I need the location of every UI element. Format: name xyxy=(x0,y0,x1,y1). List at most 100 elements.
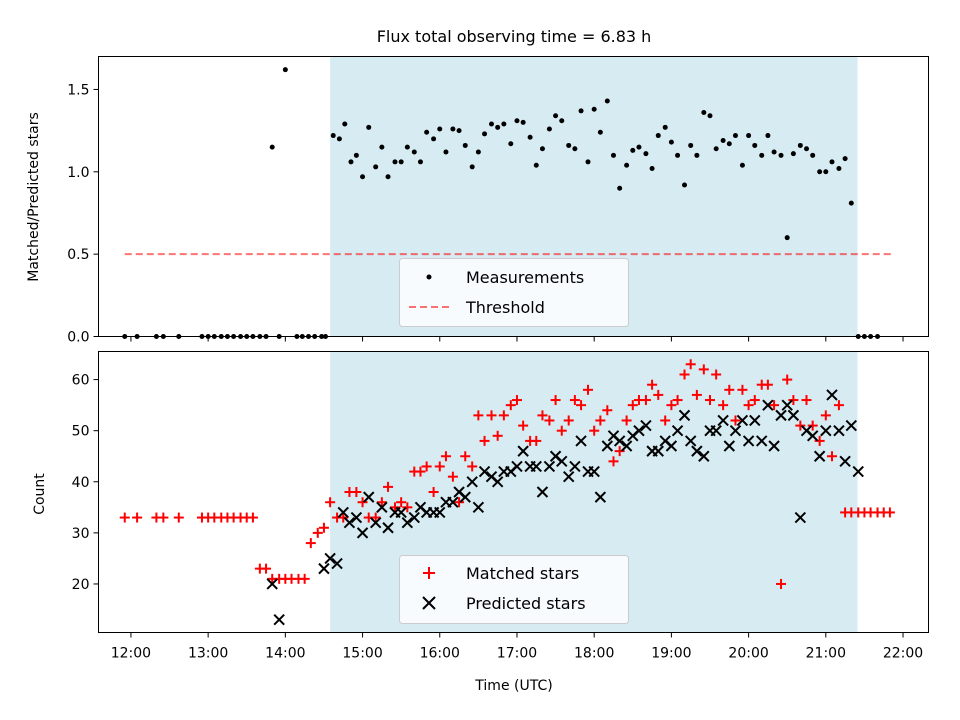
measurement-point xyxy=(752,142,758,148)
measurement-point xyxy=(585,159,591,165)
predicted-star-point xyxy=(536,486,549,498)
measurement-point xyxy=(636,144,642,150)
matched-star-point xyxy=(173,512,184,523)
measurement-point xyxy=(759,152,765,158)
matched-star-point xyxy=(776,578,787,589)
predicted-star-point xyxy=(820,424,832,437)
x-tick-label: 19:00 xyxy=(651,646,691,662)
predicted-star-point xyxy=(775,409,787,422)
x-tick-label: 22:00 xyxy=(883,646,923,662)
matched-star-point xyxy=(454,497,465,508)
predicted-star-point xyxy=(401,516,414,529)
y-tick-label: 0.5 xyxy=(67,247,89,263)
matched-star-point xyxy=(795,420,806,431)
measurement-point xyxy=(533,162,539,168)
predicted-star-point xyxy=(620,440,633,452)
matched-star-point xyxy=(415,466,426,477)
predicted-star-point xyxy=(678,409,691,422)
measurement-point xyxy=(771,149,777,155)
predicted-star-point xyxy=(491,476,504,488)
legend-matched-marker xyxy=(423,567,435,579)
matched-star-point xyxy=(698,364,709,375)
matched-star-point xyxy=(820,410,831,421)
predicted-star-point xyxy=(318,562,330,575)
matched-star-point xyxy=(589,425,600,436)
measurement-point xyxy=(617,185,623,191)
predicted-star-point xyxy=(466,476,478,488)
measurement-point xyxy=(720,138,726,143)
measurement-point xyxy=(624,162,630,168)
predicted-star-point xyxy=(517,445,529,457)
predicted-star-point xyxy=(794,511,807,524)
measurement-point xyxy=(643,151,649,157)
matched-star-point xyxy=(537,410,548,421)
predicted-star-point xyxy=(640,419,652,432)
top-legend: Measurements Threshold xyxy=(399,258,629,327)
predicted-star-point xyxy=(363,491,375,503)
matched-star-point xyxy=(544,415,555,426)
y-tick-label: 60 xyxy=(72,373,90,389)
predicted-star-point xyxy=(710,424,722,437)
matched-star-point xyxy=(602,405,613,416)
matched-star-point xyxy=(376,497,387,508)
matched-star-point xyxy=(357,497,368,508)
measurement-point xyxy=(604,98,610,104)
matched-star-point xyxy=(704,395,715,406)
predicted-star-point xyxy=(459,491,471,503)
predicted-star-point xyxy=(382,522,394,534)
measurement-point xyxy=(688,142,694,148)
legend-predicted-marker xyxy=(422,596,436,610)
legend-matched-label: Matched stars xyxy=(466,564,579,583)
measurement-point xyxy=(353,152,359,158)
predicted-star-point xyxy=(698,450,710,462)
matched-star-point xyxy=(569,395,580,406)
matched-star-point xyxy=(389,502,400,513)
matched-star-point xyxy=(653,389,664,400)
predicted-star-point xyxy=(266,578,278,590)
x-tick-label: 18:00 xyxy=(574,646,614,662)
y-tick-label: 0.0 xyxy=(67,330,89,346)
predicted-star-point xyxy=(826,389,838,401)
matched-star-point xyxy=(660,415,671,426)
chart-title: Flux total observing time = 6.83 h xyxy=(377,27,652,46)
x-tick-label: 17:00 xyxy=(497,646,537,662)
measurement-point xyxy=(746,133,752,139)
matched-star-point xyxy=(440,451,451,462)
matched-star-point xyxy=(679,369,690,380)
measurement-point xyxy=(668,139,674,145)
matched-star-point xyxy=(672,395,683,406)
predicted-star-point xyxy=(588,465,600,478)
predicted-star-point xyxy=(447,496,459,508)
legend-measurements-marker xyxy=(426,274,432,280)
predicted-star-point xyxy=(768,440,780,452)
y-tick-label: 1.0 xyxy=(67,165,89,181)
measurement-point xyxy=(662,124,668,130)
measurement-point xyxy=(707,113,713,119)
measurement-point xyxy=(456,128,462,134)
measurement-point xyxy=(431,136,437,142)
matched-star-point xyxy=(788,395,799,406)
measurement-point xyxy=(675,152,681,158)
matched-star-point xyxy=(608,456,619,467)
measurement-point xyxy=(546,126,552,132)
measurement-point xyxy=(330,133,336,139)
measurement-point xyxy=(366,124,372,130)
measurement-point xyxy=(348,159,354,165)
predicted-star-point xyxy=(543,460,556,473)
matched-star-point xyxy=(826,451,837,462)
measurement-point xyxy=(469,164,475,170)
matched-star-point xyxy=(402,502,413,513)
measurement-point xyxy=(784,235,790,241)
x-tick-label: 13:00 xyxy=(188,646,228,662)
top-legend-box xyxy=(399,258,629,327)
measurement-point xyxy=(437,126,443,132)
predicted-star-point xyxy=(337,506,349,519)
matched-star-point xyxy=(247,512,258,523)
matched-star-point xyxy=(370,512,381,523)
predicted-star-point xyxy=(691,445,703,457)
measurement-point xyxy=(566,142,572,148)
predicted-star-point xyxy=(852,465,864,478)
predicted-star-point xyxy=(273,614,285,626)
predicted-star-point xyxy=(575,435,587,447)
matched-star-point xyxy=(782,374,793,385)
